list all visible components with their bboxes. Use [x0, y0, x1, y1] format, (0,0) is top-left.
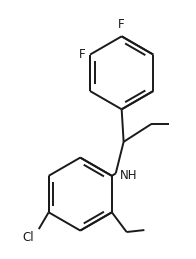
Text: Cl: Cl [22, 231, 34, 244]
Text: NH: NH [120, 169, 137, 182]
Text: F: F [79, 48, 85, 61]
Text: F: F [118, 18, 125, 31]
